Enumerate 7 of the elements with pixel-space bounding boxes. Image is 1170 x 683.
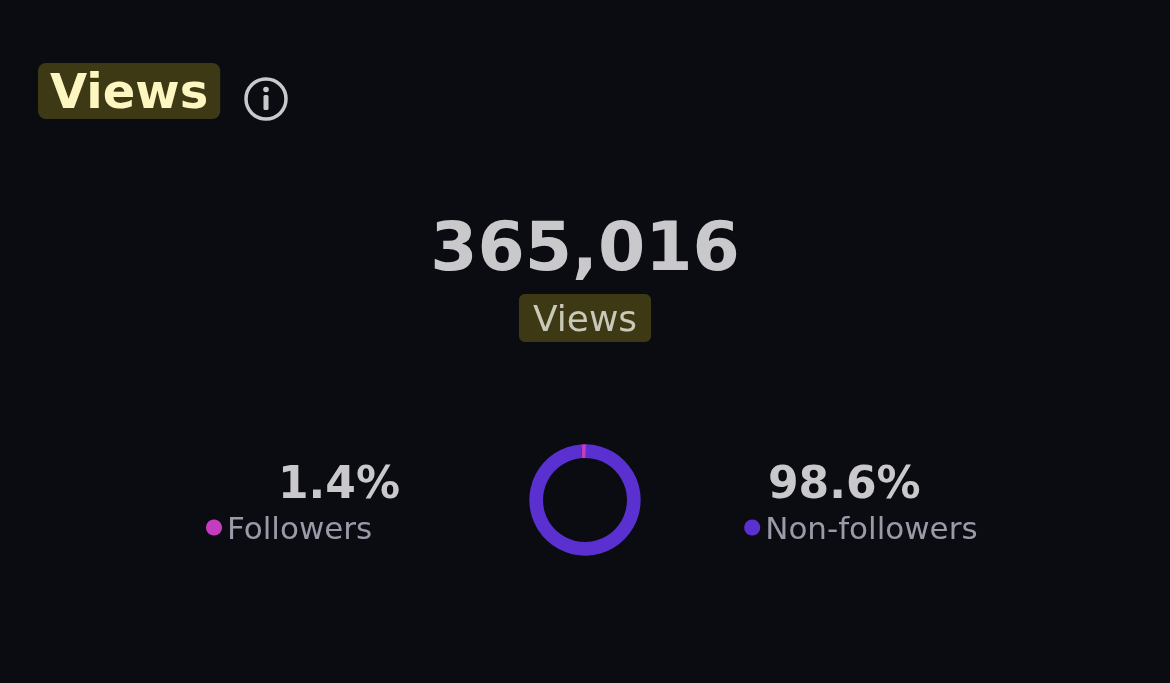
- data-label: 1.4%: [277, 456, 400, 508]
- legend-label: Followers: [227, 509, 373, 546]
- text: 365,016: [430, 206, 740, 286]
- data-label: 98.6%: [768, 456, 921, 508]
- legend-label: Non-followers: [765, 509, 978, 546]
- chart-title: Views: [50, 63, 209, 119]
- text: Views: [532, 297, 638, 339]
